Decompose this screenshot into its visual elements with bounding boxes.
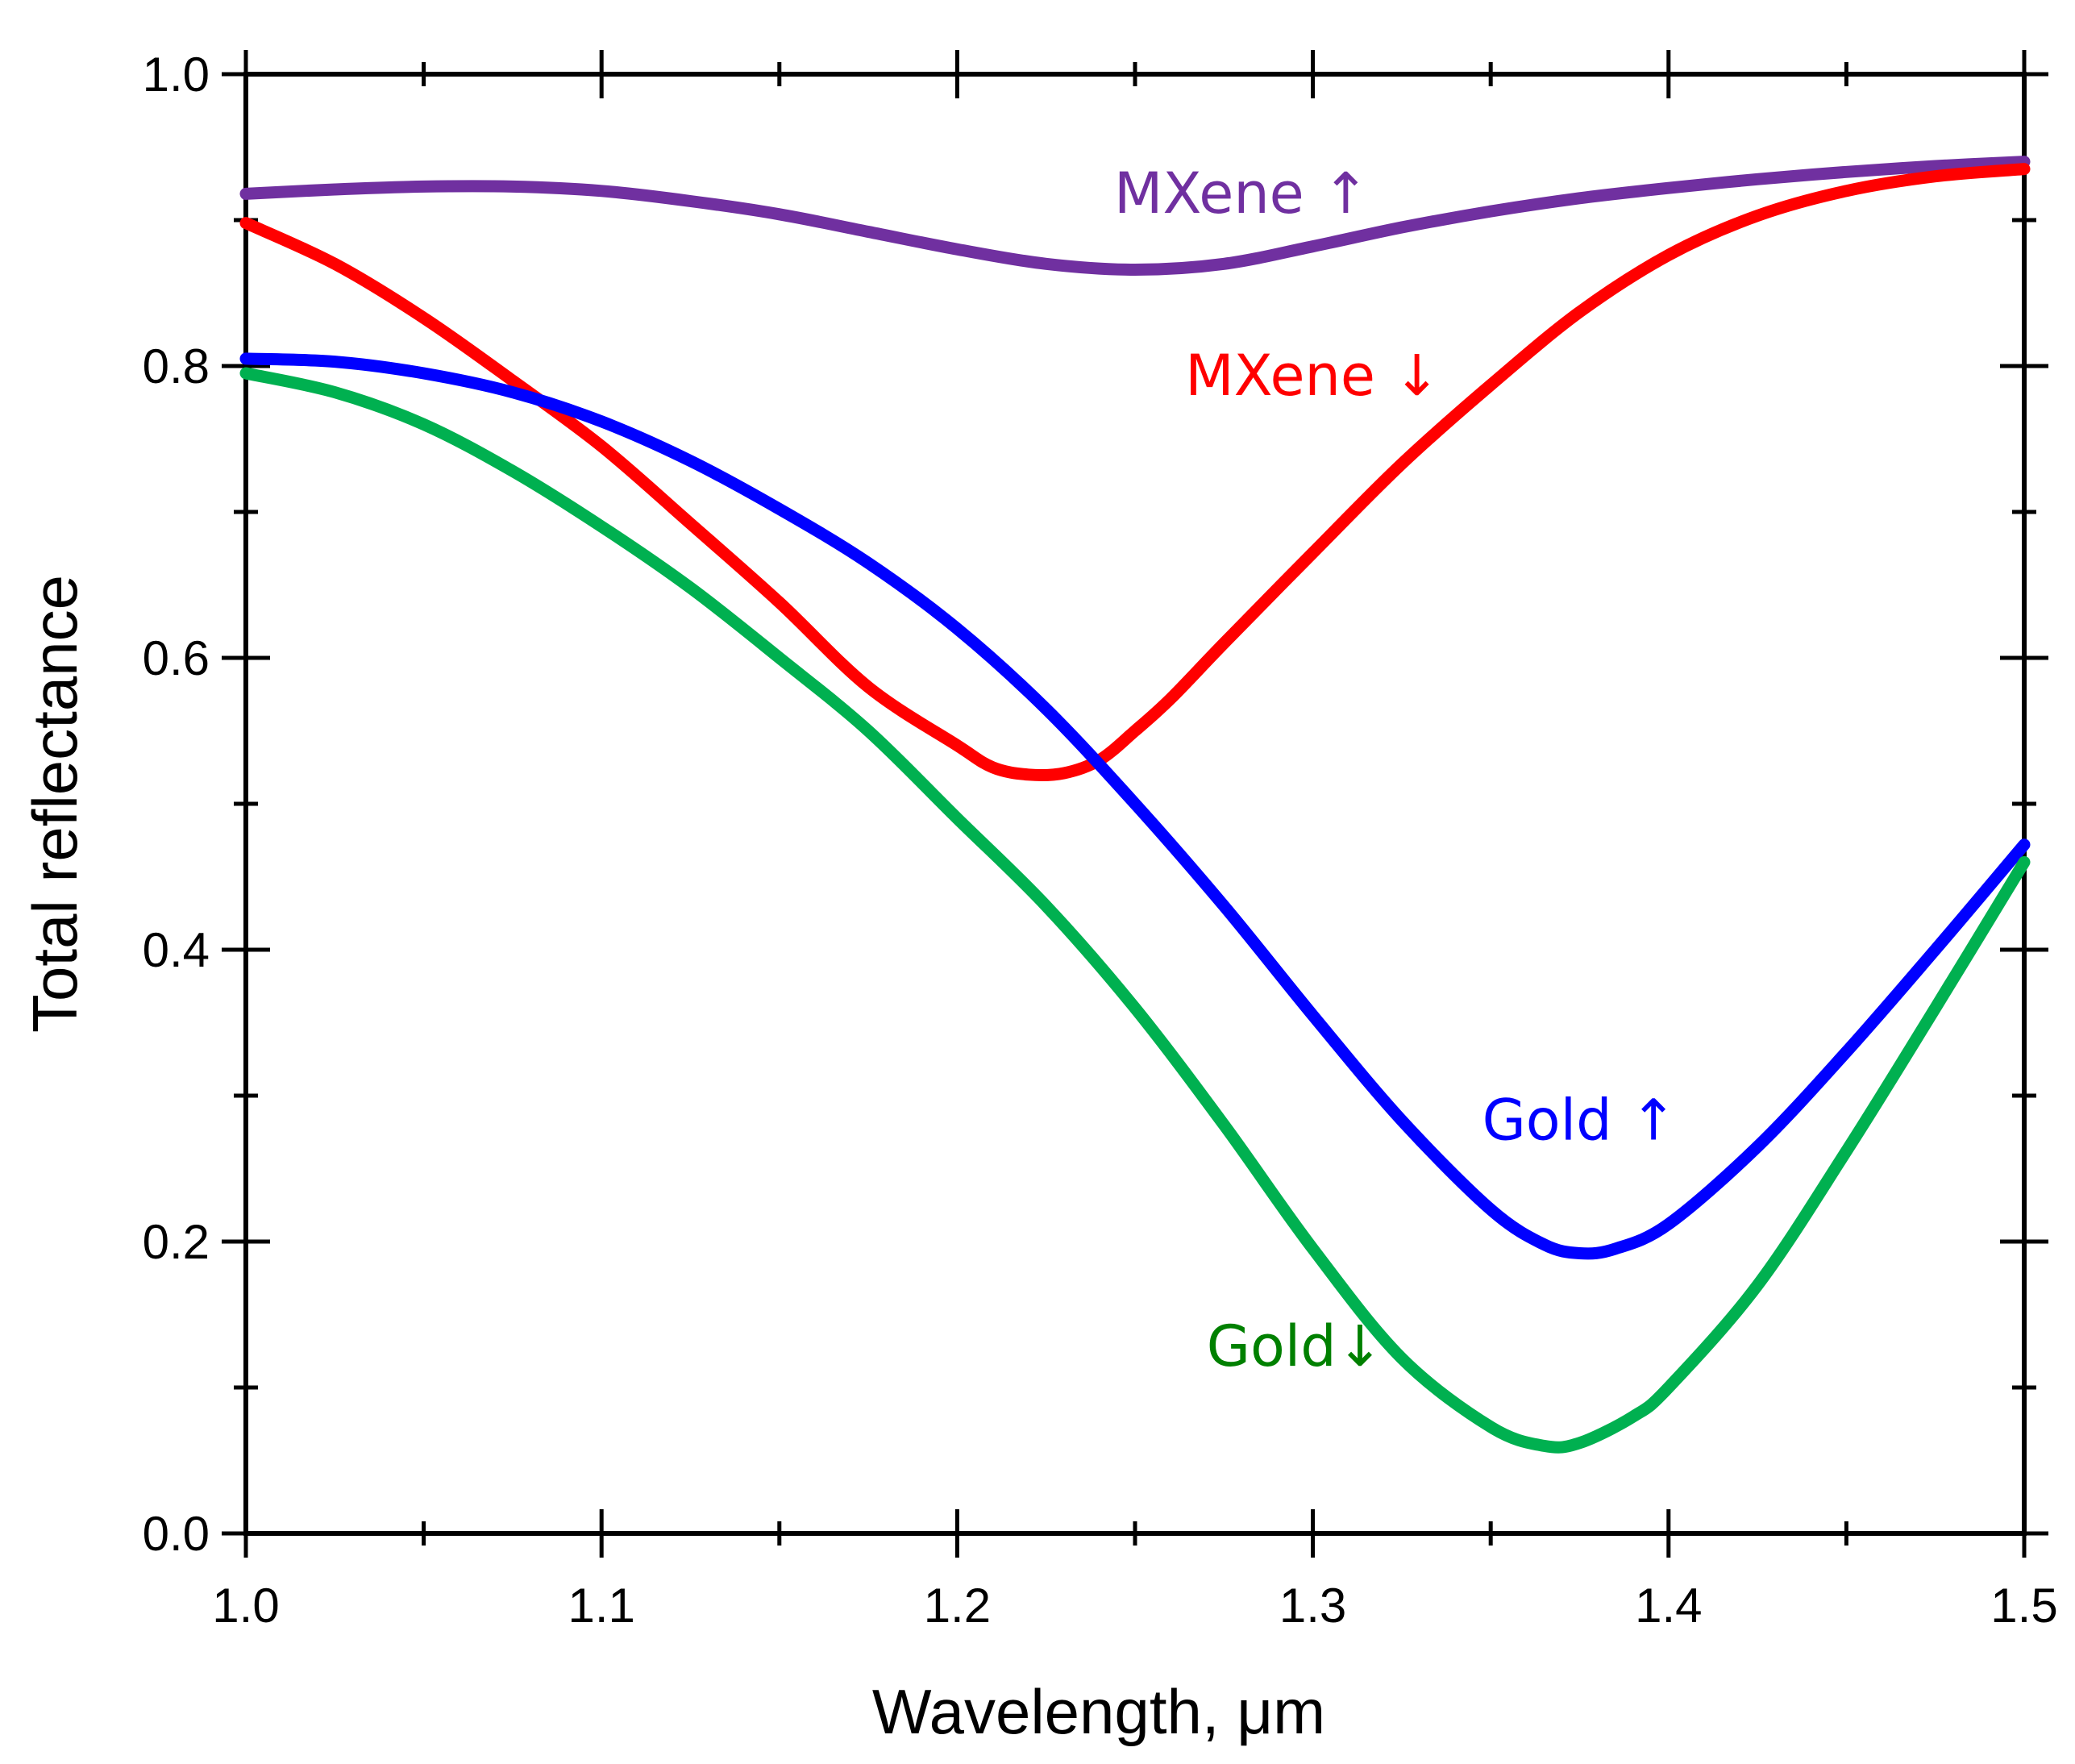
y-axis-title: Total reflectance: [19, 575, 90, 1033]
label-gold-up: Gold ↑: [1482, 1087, 1678, 1153]
series-mxene-up: [239, 156, 2031, 276]
tick-labels: 1.0 1.1 1.2 1.3 1.4 1.5 0.0 0.2 0.4 0.6 0.8 1.0: [143, 48, 2058, 1633]
series-annotations: MXene ↑ MXene ↓ Gold ↑ Gold↓: [1114, 160, 1677, 1379]
x-tick-label: 1.4: [1635, 1579, 1702, 1633]
series-gold-up: [239, 352, 2031, 1260]
x-tick-label: 1.5: [1990, 1579, 2057, 1633]
y-tick-label: 0.6: [143, 631, 210, 685]
label-gold-down: Gold↓: [1207, 1313, 1384, 1379]
x-tick-label: 1.2: [924, 1579, 991, 1633]
y-tick-label: 0.4: [143, 923, 210, 977]
label-mxene-down: MXene ↓: [1185, 343, 1441, 409]
x-tick-label: 1.3: [1279, 1579, 1346, 1633]
label-mxene-up: MXene ↑: [1114, 160, 1370, 227]
y-tick-label: 0.8: [143, 339, 210, 393]
series-lines: [239, 156, 2031, 1454]
x-tick-label: 1.0: [212, 1579, 279, 1633]
y-tick-label: 1.0: [143, 48, 210, 102]
x-tick-label: 1.1: [568, 1579, 634, 1633]
y-tick-label: 0.0: [143, 1507, 210, 1561]
x-axis-title: Wavelength, μm: [872, 1676, 1325, 1747]
series-gold-down: [239, 367, 2031, 1454]
axis-ticks: [222, 50, 2048, 1558]
y-tick-label: 0.2: [143, 1215, 210, 1269]
